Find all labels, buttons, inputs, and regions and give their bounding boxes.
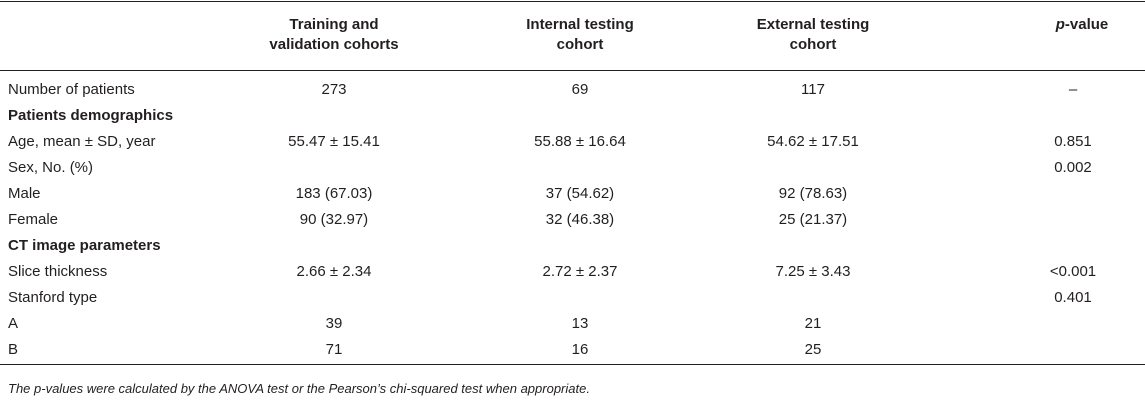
row-label: Slice thickness: [8, 263, 108, 280]
table-row: Number of patients 273 69 117 –: [0, 77, 1145, 103]
cell-external: 92 (78.63): [778, 185, 848, 202]
cell-p-value: <0.001: [1049, 263, 1097, 280]
table-row: Age, mean ± SD, year 55.47 ± 15.41 55.88…: [0, 129, 1145, 155]
row-label: Number of patients: [8, 81, 135, 98]
cell-p-value: 0.401: [1054, 289, 1092, 306]
cell-training: 273: [321, 81, 347, 98]
row-label: Sex, No. (%): [8, 159, 94, 176]
cell-external: 21: [804, 315, 822, 332]
cell-external: 25 (21.37): [778, 211, 848, 228]
row-label: B: [8, 341, 19, 358]
table-row: A 39 13 21: [0, 311, 1145, 337]
cell-training: 2.66 ± 2.34: [296, 263, 372, 280]
section-heading-row: Patients demographics: [0, 103, 1145, 129]
cell-external: 7.25 ± 3.43: [775, 263, 851, 280]
cell-training: 71: [325, 341, 343, 358]
cell-internal: 37 (54.62): [545, 185, 615, 202]
cell-training: 39: [325, 315, 343, 332]
cell-p-value: –: [1068, 81, 1078, 98]
section-heading: Patients demographics: [8, 107, 174, 124]
row-label: Female: [8, 211, 59, 228]
header-bottom-rule: [0, 70, 1145, 71]
table-bottom-rule: [0, 364, 1145, 365]
cell-internal: 16: [571, 341, 589, 358]
cell-internal: 55.88 ± 16.64: [534, 133, 626, 150]
header-training-validation: Training and validation cohorts: [269, 16, 399, 53]
section-heading: CT image parameters: [8, 237, 161, 254]
cell-internal: 69: [571, 81, 589, 98]
header-p-value: p-value: [1055, 16, 1109, 33]
table-footnote: The p-values were calculated by the ANOV…: [8, 381, 590, 396]
table-row: Female 90 (32.97) 32 (46.38) 25 (21.37): [0, 207, 1145, 233]
row-label: Stanford type: [8, 289, 98, 306]
cell-external: 54.62 ± 17.51: [767, 133, 859, 150]
row-label: Age, mean ± SD, year: [8, 133, 156, 150]
cell-internal: 2.72 ± 2.37: [542, 263, 618, 280]
table-top-rule: [0, 1, 1145, 2]
cell-training: 55.47 ± 15.41: [288, 133, 380, 150]
cell-external: 117: [801, 81, 825, 98]
table-row: Male 183 (67.03) 37 (54.62) 92 (78.63): [0, 181, 1145, 207]
header-external-testing: External testing cohort: [756, 16, 870, 53]
header-internal-testing: Internal testing cohort: [526, 16, 634, 53]
cell-p-value: 0.002: [1054, 159, 1092, 176]
row-label: A: [8, 315, 19, 332]
table-row: Slice thickness 2.66 ± 2.34 2.72 ± 2.37 …: [0, 259, 1145, 285]
cell-external: 25: [804, 341, 822, 358]
cell-training: 183 (67.03): [295, 185, 373, 202]
cell-training: 90 (32.97): [299, 211, 369, 228]
cell-internal: 13: [571, 315, 589, 332]
cell-p-value: 0.851: [1054, 133, 1092, 150]
table-row: Stanford type 0.401: [0, 285, 1145, 311]
table-row: Sex, No. (%) 0.002: [0, 155, 1145, 181]
row-label: Male: [8, 185, 41, 202]
cell-internal: 32 (46.38): [545, 211, 615, 228]
table-row: B 71 16 25: [0, 337, 1145, 363]
section-heading-row: CT image parameters: [0, 233, 1145, 259]
